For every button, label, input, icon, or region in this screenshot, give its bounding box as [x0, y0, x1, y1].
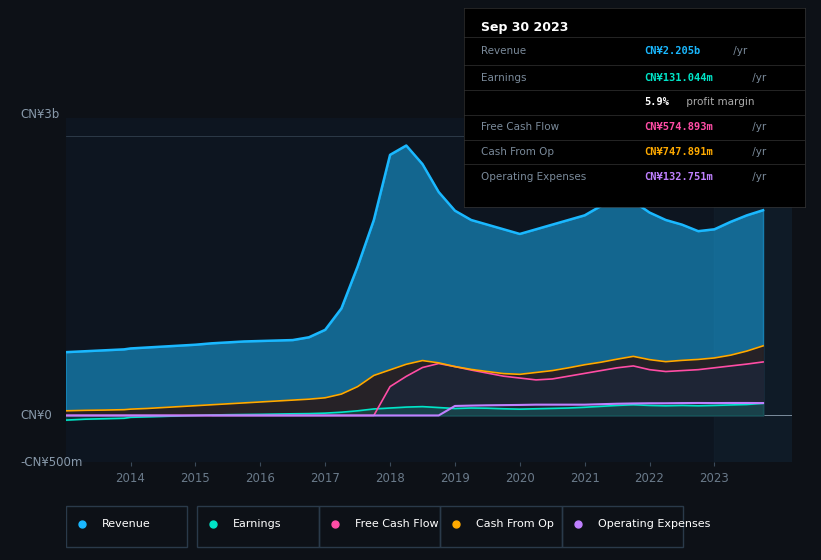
Bar	[66, 506, 187, 547]
Text: CN¥132.751m: CN¥132.751m	[644, 172, 713, 182]
Text: profit margin: profit margin	[682, 97, 754, 108]
Text: /yr: /yr	[731, 46, 748, 56]
Text: CN¥131.044m: CN¥131.044m	[644, 73, 713, 82]
Bar	[319, 506, 440, 547]
Text: Revenue: Revenue	[102, 519, 150, 529]
Text: CN¥3b: CN¥3b	[21, 108, 60, 122]
Text: Sep 30 2023: Sep 30 2023	[481, 21, 568, 34]
Text: Cash From Op: Cash From Op	[476, 519, 554, 529]
Bar	[714, 118, 792, 462]
Text: Operating Expenses: Operating Expenses	[598, 519, 710, 529]
Bar	[197, 506, 319, 547]
Text: CN¥0: CN¥0	[21, 409, 53, 422]
Text: /yr: /yr	[750, 73, 767, 82]
Text: Earnings: Earnings	[233, 519, 282, 529]
Text: Cash From Op: Cash From Op	[481, 147, 554, 157]
Bar	[562, 506, 683, 547]
Text: Earnings: Earnings	[481, 73, 526, 82]
Text: CN¥2.205b: CN¥2.205b	[644, 46, 700, 56]
Text: Revenue: Revenue	[481, 46, 526, 56]
Text: -CN¥500m: -CN¥500m	[21, 455, 83, 469]
Text: Free Cash Flow: Free Cash Flow	[355, 519, 438, 529]
Text: /yr: /yr	[750, 122, 767, 132]
Text: 5.9%: 5.9%	[644, 97, 669, 108]
Text: /yr: /yr	[750, 172, 767, 182]
Text: Operating Expenses: Operating Expenses	[481, 172, 586, 182]
Text: /yr: /yr	[750, 147, 767, 157]
Text: CN¥747.891m: CN¥747.891m	[644, 147, 713, 157]
Text: Free Cash Flow: Free Cash Flow	[481, 122, 559, 132]
Text: CN¥574.893m: CN¥574.893m	[644, 122, 713, 132]
Bar	[440, 506, 562, 547]
